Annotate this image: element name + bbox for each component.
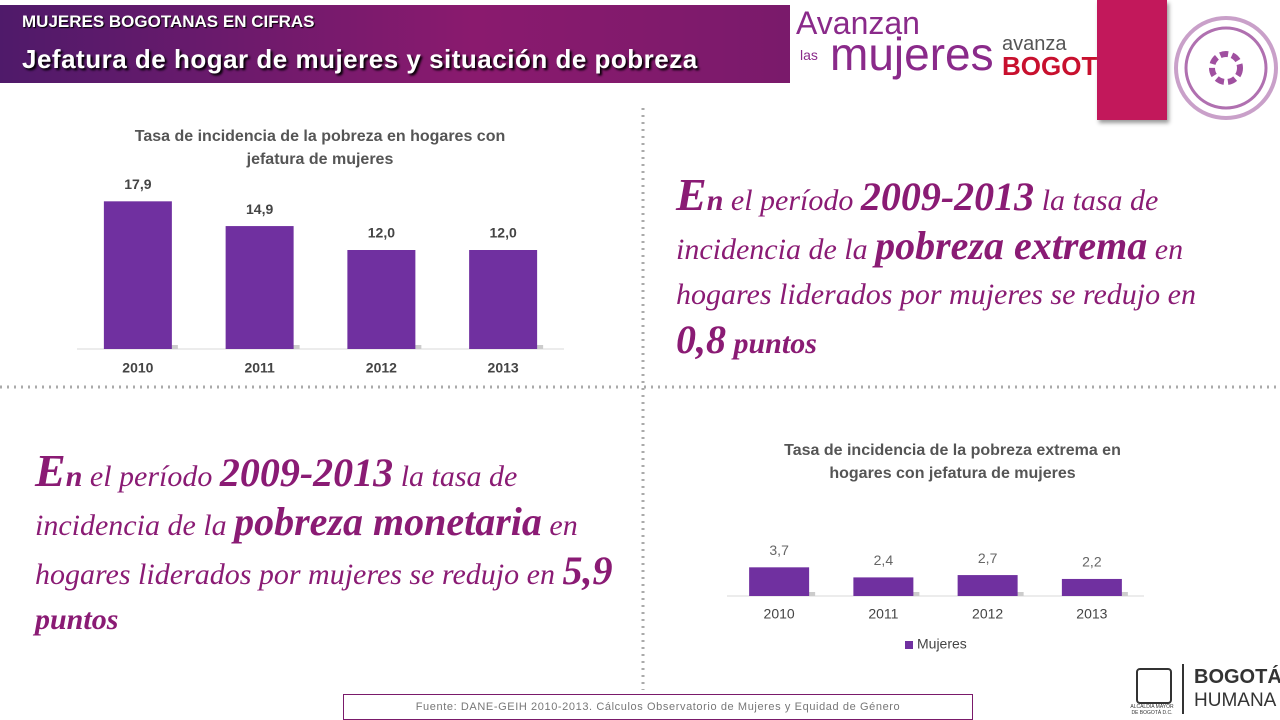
text: en hogares liderados por mujeres se redu… [35, 509, 578, 591]
text: 0,8 [676, 317, 726, 362]
data-label: 14,9 [246, 201, 273, 217]
text: n [706, 184, 724, 217]
accent-block [1097, 0, 1167, 120]
bar [957, 575, 1018, 596]
text: puntos [733, 327, 817, 360]
bar [749, 567, 810, 596]
text: la tasa de incidencia de la [676, 184, 1159, 266]
brand-logo: ALCALDÍA MAYOR DE BOGOTÁ D.C. BOGOTÁ HUM… [1130, 664, 1280, 716]
header-kicker: MUJERES BOGOTANAS EN CIFRAS [22, 12, 315, 31]
data-label: 2,2 [1082, 554, 1102, 570]
text: el período [730, 184, 854, 217]
text: 5,9 [562, 548, 613, 593]
x-tick-label: 2011 [244, 360, 275, 376]
x-tick-label: 2011 [868, 606, 898, 622]
legend-label: Mujeres [917, 636, 967, 652]
data-label: 3,7 [769, 542, 789, 558]
data-label: 12,0 [368, 225, 395, 241]
x-tick-label: 2012 [366, 360, 397, 376]
text: E [676, 169, 707, 220]
x-tick-label: 2013 [1076, 606, 1107, 622]
text: n [65, 460, 83, 493]
brand-text: ALCALDÍA MAYOR DE BOGOTÁ D.C. [1130, 704, 1174, 716]
brand-sep [1182, 664, 1184, 714]
text: 2009-2013 [219, 450, 394, 495]
footer-source: Fuente: DANE-GEIH 2010-2013. Cálculos Ob… [343, 694, 973, 720]
logo-text: Avanzan [796, 5, 920, 41]
data-label: 2,7 [978, 550, 998, 566]
chart-title: Tasa de incidencia de la pobreza extrema… [784, 442, 1121, 482]
data-label: 2,4 [874, 552, 894, 568]
emblem [1174, 16, 1278, 120]
text: pobreza monetaria [234, 499, 542, 544]
bar [347, 250, 416, 349]
x-tick-label: 2010 [122, 360, 153, 376]
text: el período [89, 460, 213, 493]
data-label: 12,0 [490, 225, 517, 241]
text: 2009-2013 [860, 174, 1035, 219]
text: pobreza extrema [875, 223, 1148, 268]
header-title: Jefatura de hogar de mujeres y situación… [22, 44, 698, 74]
statement: En el período 2009-2013 la tasa de incid… [35, 448, 625, 642]
header-bar [0, 5, 790, 83]
logo-text: avanza [1002, 33, 1067, 55]
text: en hogares liderados por mujeres se redu… [676, 233, 1196, 311]
bar [1061, 578, 1122, 596]
bar [853, 577, 914, 596]
bar [225, 226, 294, 349]
logo-text: mujeres [830, 28, 994, 80]
statement: En el período 2009-2013 la tasa de incid… [676, 172, 1236, 366]
bar [103, 201, 172, 349]
x-tick-label: 2013 [488, 360, 519, 376]
data-label: 17,9 [124, 176, 151, 192]
text: puntos [35, 603, 119, 636]
bar [469, 250, 538, 349]
x-tick-label: 2010 [764, 606, 795, 622]
brand-text: BOGOTÁ [1194, 666, 1280, 688]
text: E [35, 445, 66, 496]
logo-text: las [800, 47, 818, 63]
x-tick-label: 2012 [972, 606, 1003, 622]
legend-swatch [905, 641, 913, 649]
text: la tasa de incidencia de la [35, 460, 518, 542]
brand-text: HUMANA [1194, 690, 1277, 711]
brand-shield [1136, 668, 1172, 704]
chart-title: Tasa de incidencia de la pobreza en hoga… [134, 128, 506, 168]
